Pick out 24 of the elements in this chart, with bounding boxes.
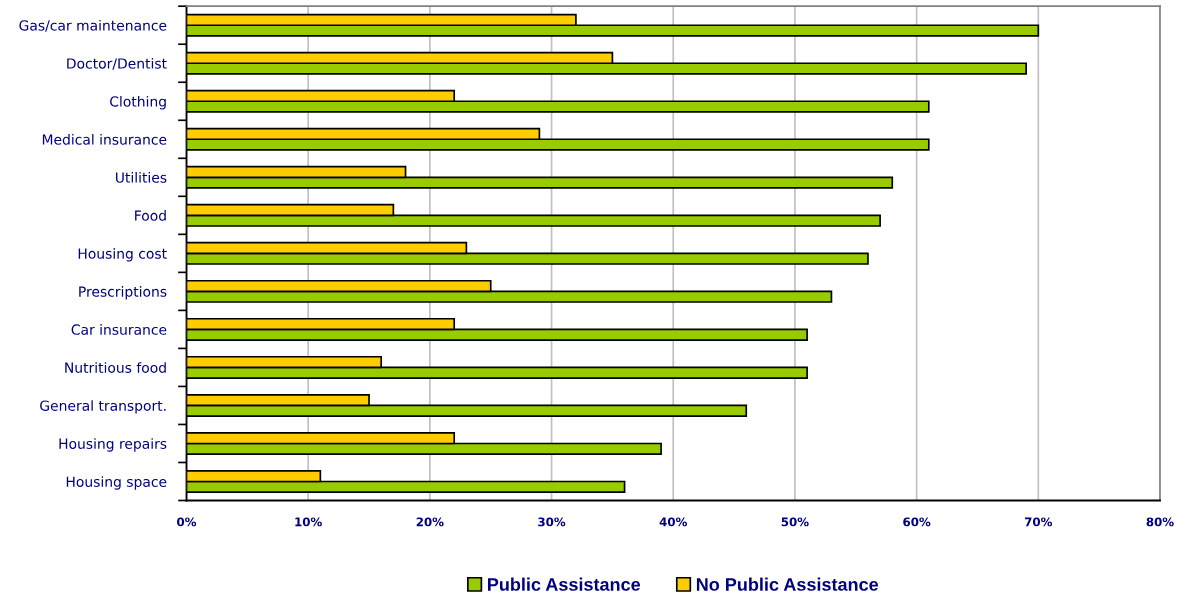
y-tick-label: Housing space <box>66 476 167 490</box>
x-tick-label: 70% <box>1024 517 1053 527</box>
x-tick-label: 0% <box>177 517 197 527</box>
y-tick-label: Medical insurance <box>42 134 167 145</box>
x-tick-label: 60% <box>903 517 931 527</box>
y-tick-label: Housing repairs <box>59 438 167 452</box>
y-tick-label: Utilities <box>115 172 167 183</box>
y-tick-label: Doctor/Dentist <box>67 57 167 70</box>
y-tick-label: Food <box>135 210 166 221</box>
y-tick-label: Nutritious food <box>65 362 166 373</box>
y-tick-label: Clothing <box>110 95 166 110</box>
x-tick-label: 30% <box>538 517 566 527</box>
x-tick-label: 40% <box>659 517 687 527</box>
y-tick-label: Gas/car maintenance <box>19 19 167 32</box>
x-tick-label: 50% <box>781 517 809 527</box>
legend-label: No Public Assistance <box>696 577 879 591</box>
x-tick-label: 20% <box>416 517 444 527</box>
y-tick-label: General transport. <box>40 400 166 414</box>
legend-label: Public Assistance <box>488 577 641 591</box>
y-tick-label: Prescriptions <box>79 286 167 300</box>
y-tick-label: Housing cost <box>78 248 167 262</box>
x-tick-label: 10% <box>295 517 322 527</box>
y-tick-label: Car insurance <box>71 324 167 335</box>
x-tick-label: 80% <box>1146 517 1174 527</box>
